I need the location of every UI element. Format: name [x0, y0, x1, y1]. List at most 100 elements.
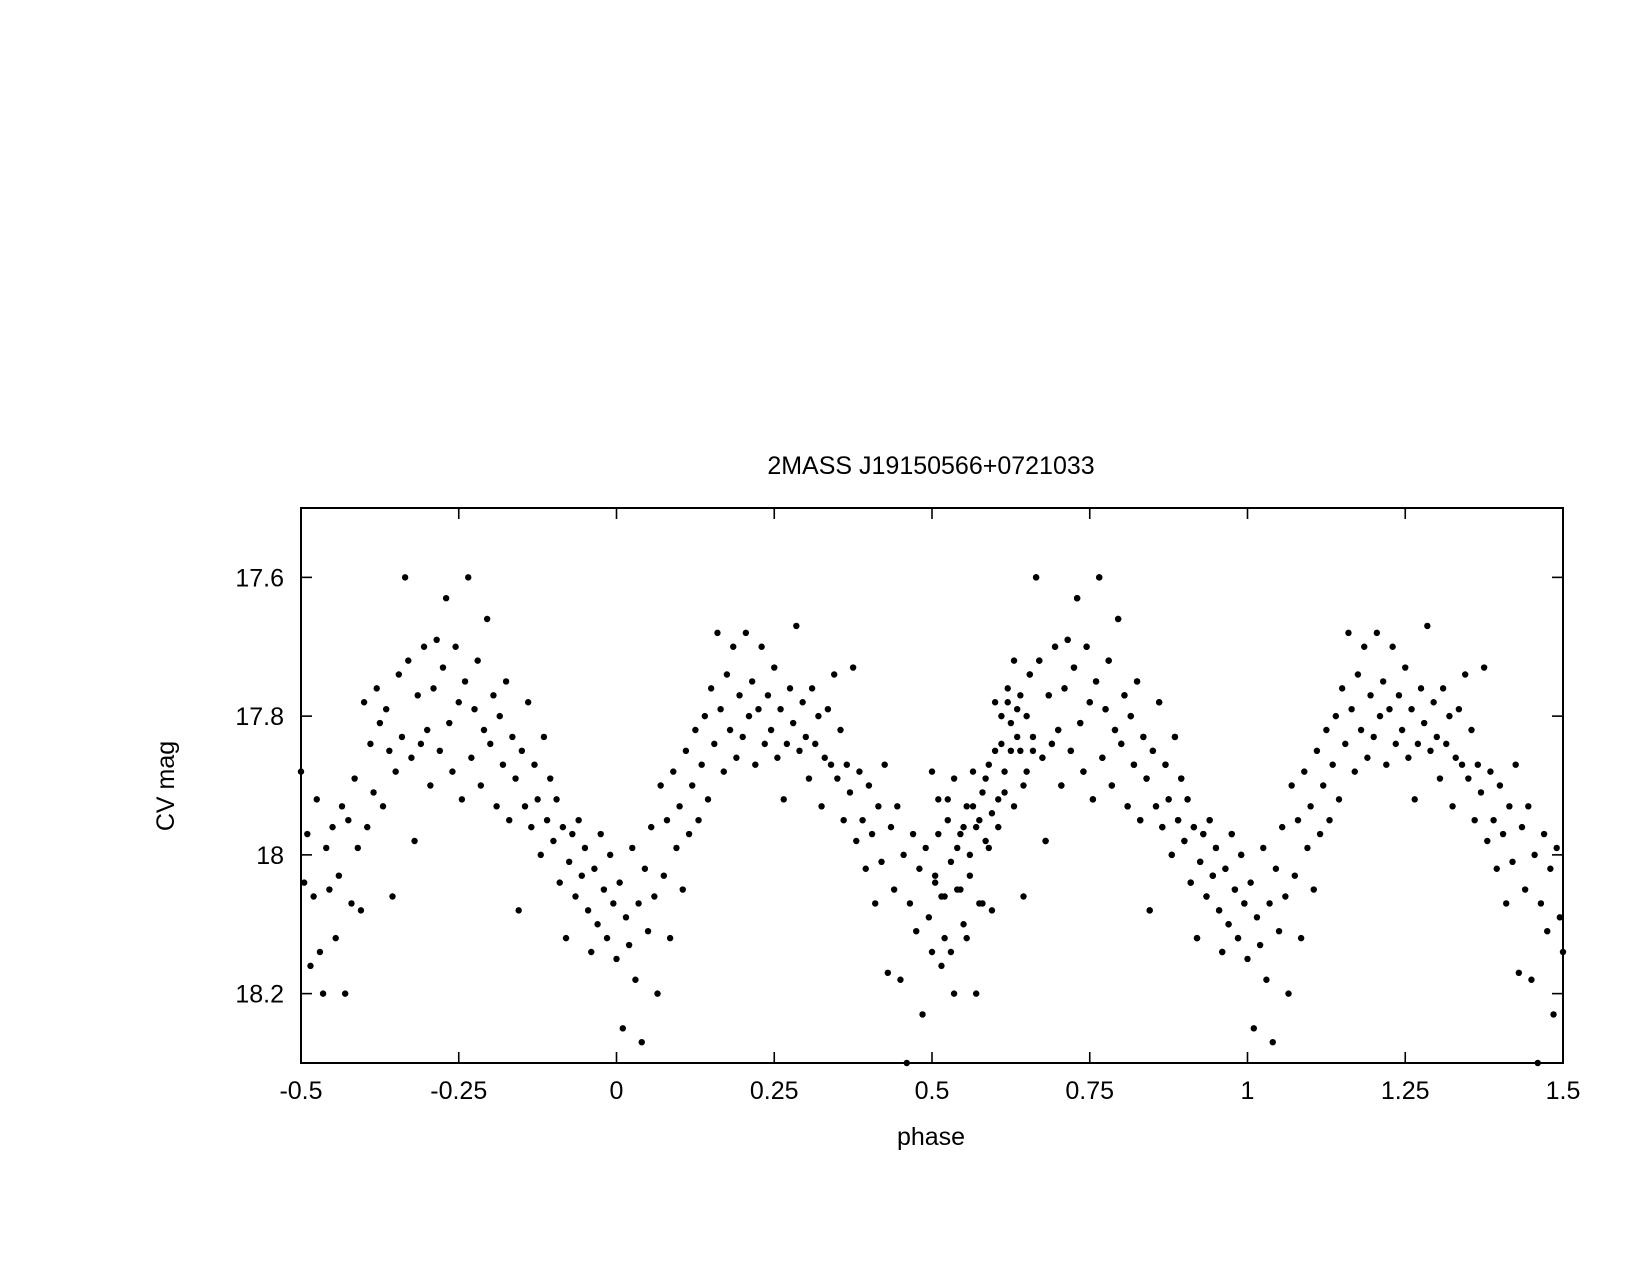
data-point: [565, 858, 573, 866]
data-point: [1301, 768, 1308, 775]
data-point: [588, 948, 595, 956]
data-point: [1484, 837, 1491, 845]
data-point: [679, 886, 686, 893]
data-point: [919, 1011, 926, 1018]
data-point: [1540, 830, 1548, 838]
data-point: [537, 851, 544, 859]
data-point: [632, 976, 639, 983]
data-point: [1219, 948, 1226, 956]
data-point: [1102, 705, 1109, 713]
data-point: [789, 719, 797, 727]
data-point: [351, 775, 358, 782]
data-point: [1228, 830, 1235, 838]
data-point: [1307, 803, 1314, 810]
data-point: [1007, 747, 1015, 755]
data-point: [1001, 789, 1008, 796]
data-point: [1480, 664, 1488, 671]
data-point: [966, 872, 974, 879]
data-point: [1547, 865, 1554, 872]
data-point: [991, 699, 999, 706]
data-point: [480, 726, 488, 734]
data-point: [1020, 893, 1027, 900]
data-point: [1487, 768, 1494, 775]
data-point: [521, 803, 529, 810]
data-point: [1105, 657, 1112, 664]
data-point: [1162, 761, 1169, 768]
data-point: [875, 803, 882, 810]
data-point: [849, 664, 857, 671]
data-point: [603, 934, 611, 942]
data-point: [1111, 726, 1119, 734]
data-point: [767, 726, 775, 734]
data-point: [1023, 768, 1030, 775]
data-point: [550, 837, 557, 845]
data-point: [1269, 1038, 1276, 1046]
data-point: [1335, 796, 1343, 803]
data-point: [622, 914, 630, 921]
data-point: [1420, 719, 1428, 727]
data-point: [367, 740, 374, 748]
data-point: [963, 803, 970, 810]
data-point: [1124, 803, 1131, 810]
data-point: [461, 678, 469, 685]
data-point: [998, 740, 1005, 748]
data-point: [1364, 754, 1371, 761]
data-point: [1070, 664, 1078, 671]
data-point: [1234, 934, 1242, 942]
data-point: [1389, 643, 1396, 650]
data-point: [931, 879, 939, 886]
data-point: [436, 747, 444, 755]
data-point: [354, 844, 361, 852]
data-point: [950, 775, 958, 782]
data-point: [1496, 782, 1504, 789]
data-point: [584, 907, 592, 914]
data-point: [638, 1038, 645, 1046]
data-point: [1443, 740, 1450, 748]
data-point: [531, 761, 538, 768]
data-point: [685, 830, 693, 838]
data-point: [720, 768, 727, 775]
plot-frame: [300, 507, 1564, 1064]
data-point: [1209, 872, 1216, 879]
data-point: [676, 803, 683, 810]
data-point: [1013, 705, 1021, 713]
data-point: [985, 844, 992, 852]
data-point: [518, 747, 526, 755]
data-point: [1130, 761, 1138, 768]
data-point: [1294, 816, 1302, 824]
data-point: [972, 823, 980, 831]
data-point: [439, 664, 447, 671]
data-point: [1178, 775, 1185, 782]
data-point: [730, 643, 737, 650]
data-point: [673, 844, 680, 852]
data-point: [954, 844, 961, 852]
data-point: [657, 782, 664, 789]
data-point: [1253, 914, 1261, 921]
data-point: [1465, 775, 1472, 782]
data-point: [386, 747, 393, 755]
data-point: [935, 796, 942, 803]
data-point: [884, 969, 892, 977]
data-point: [1490, 816, 1497, 824]
data-point: [985, 761, 992, 768]
data-point: [957, 830, 964, 838]
x-tick-label: -0.25: [430, 1077, 487, 1105]
data-point: [1212, 844, 1220, 852]
data-point: [1108, 782, 1116, 789]
data-point: [704, 796, 712, 803]
data-point: [1146, 907, 1153, 914]
data-point: [805, 775, 813, 782]
data-point: [1427, 747, 1434, 755]
data-point: [323, 844, 330, 852]
data-point: [1096, 574, 1103, 581]
data-point: [1351, 768, 1358, 775]
data-point: [1171, 733, 1179, 741]
data-point: [1190, 823, 1198, 831]
data-point: [569, 830, 576, 838]
chart-title: 2MASS J19150566+0721033: [767, 452, 1094, 480]
data-point: [1458, 761, 1466, 768]
data-point: [865, 782, 873, 789]
data-point: [1338, 685, 1346, 692]
data-point: [357, 907, 365, 914]
data-point: [1077, 719, 1084, 727]
